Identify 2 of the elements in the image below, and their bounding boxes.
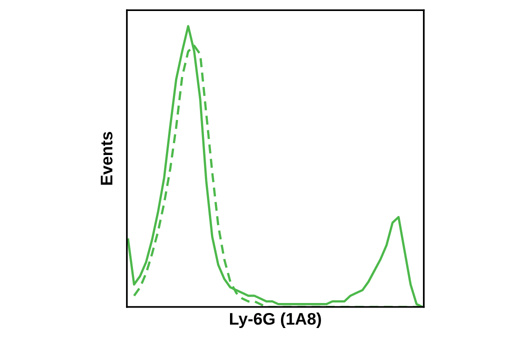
y-axis-title: Events: [100, 132, 112, 185]
x-axis-title: Ly-6G (1A8): [230, 312, 321, 328]
